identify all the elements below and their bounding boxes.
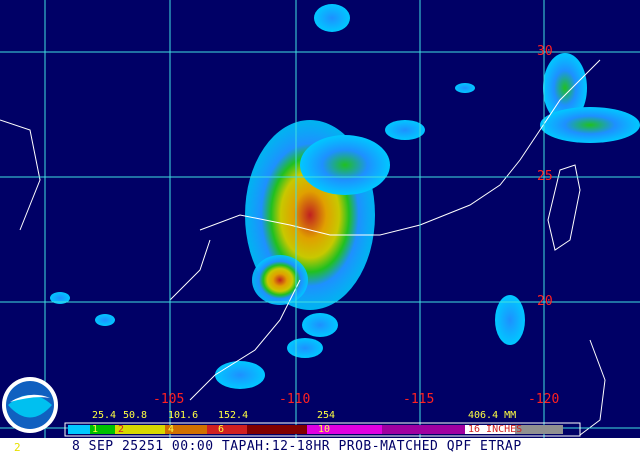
legend-in-16: 16 INCHES — [468, 424, 523, 435]
legend-mm-4: 101.6 — [168, 410, 199, 421]
legend-in-4: 4 — [168, 424, 175, 435]
legend-mm-1: 25.4 — [92, 410, 117, 421]
legend-in-2: 2 — [118, 424, 125, 435]
lat-label-25: 25 — [537, 169, 553, 184]
legend-mm-6: 152.4 — [218, 410, 249, 421]
footer-bar — [0, 438, 640, 455]
lon-label-110: -110 — [279, 392, 311, 407]
legend-mm-2: 50.8 — [123, 410, 148, 421]
product-title: 8 SEP 25251 00:00 TAPAH:12-18HR PROB-MAT… — [72, 439, 522, 454]
lat-label-20: 20 — [537, 294, 553, 309]
noaa-logo — [2, 377, 58, 433]
lon-label-120: -120 — [528, 392, 560, 407]
legend-in-1: 1 — [92, 424, 99, 435]
lon-label-105: -105 — [153, 392, 185, 407]
legend-in-6: 6 — [218, 424, 225, 435]
lat-label-30: 30 — [537, 44, 553, 59]
legend-mm-16: 406.4 MM — [468, 410, 517, 421]
legend-mm-10: 254 — [317, 410, 336, 421]
legend-bar — [64, 422, 581, 437]
lon-label-115: -115 — [403, 392, 435, 407]
legend-in-10: 10 — [318, 424, 331, 435]
precip-areas — [50, 4, 640, 389]
coastlines — [0, 59, 606, 436]
footer-number: 2 — [14, 441, 21, 454]
